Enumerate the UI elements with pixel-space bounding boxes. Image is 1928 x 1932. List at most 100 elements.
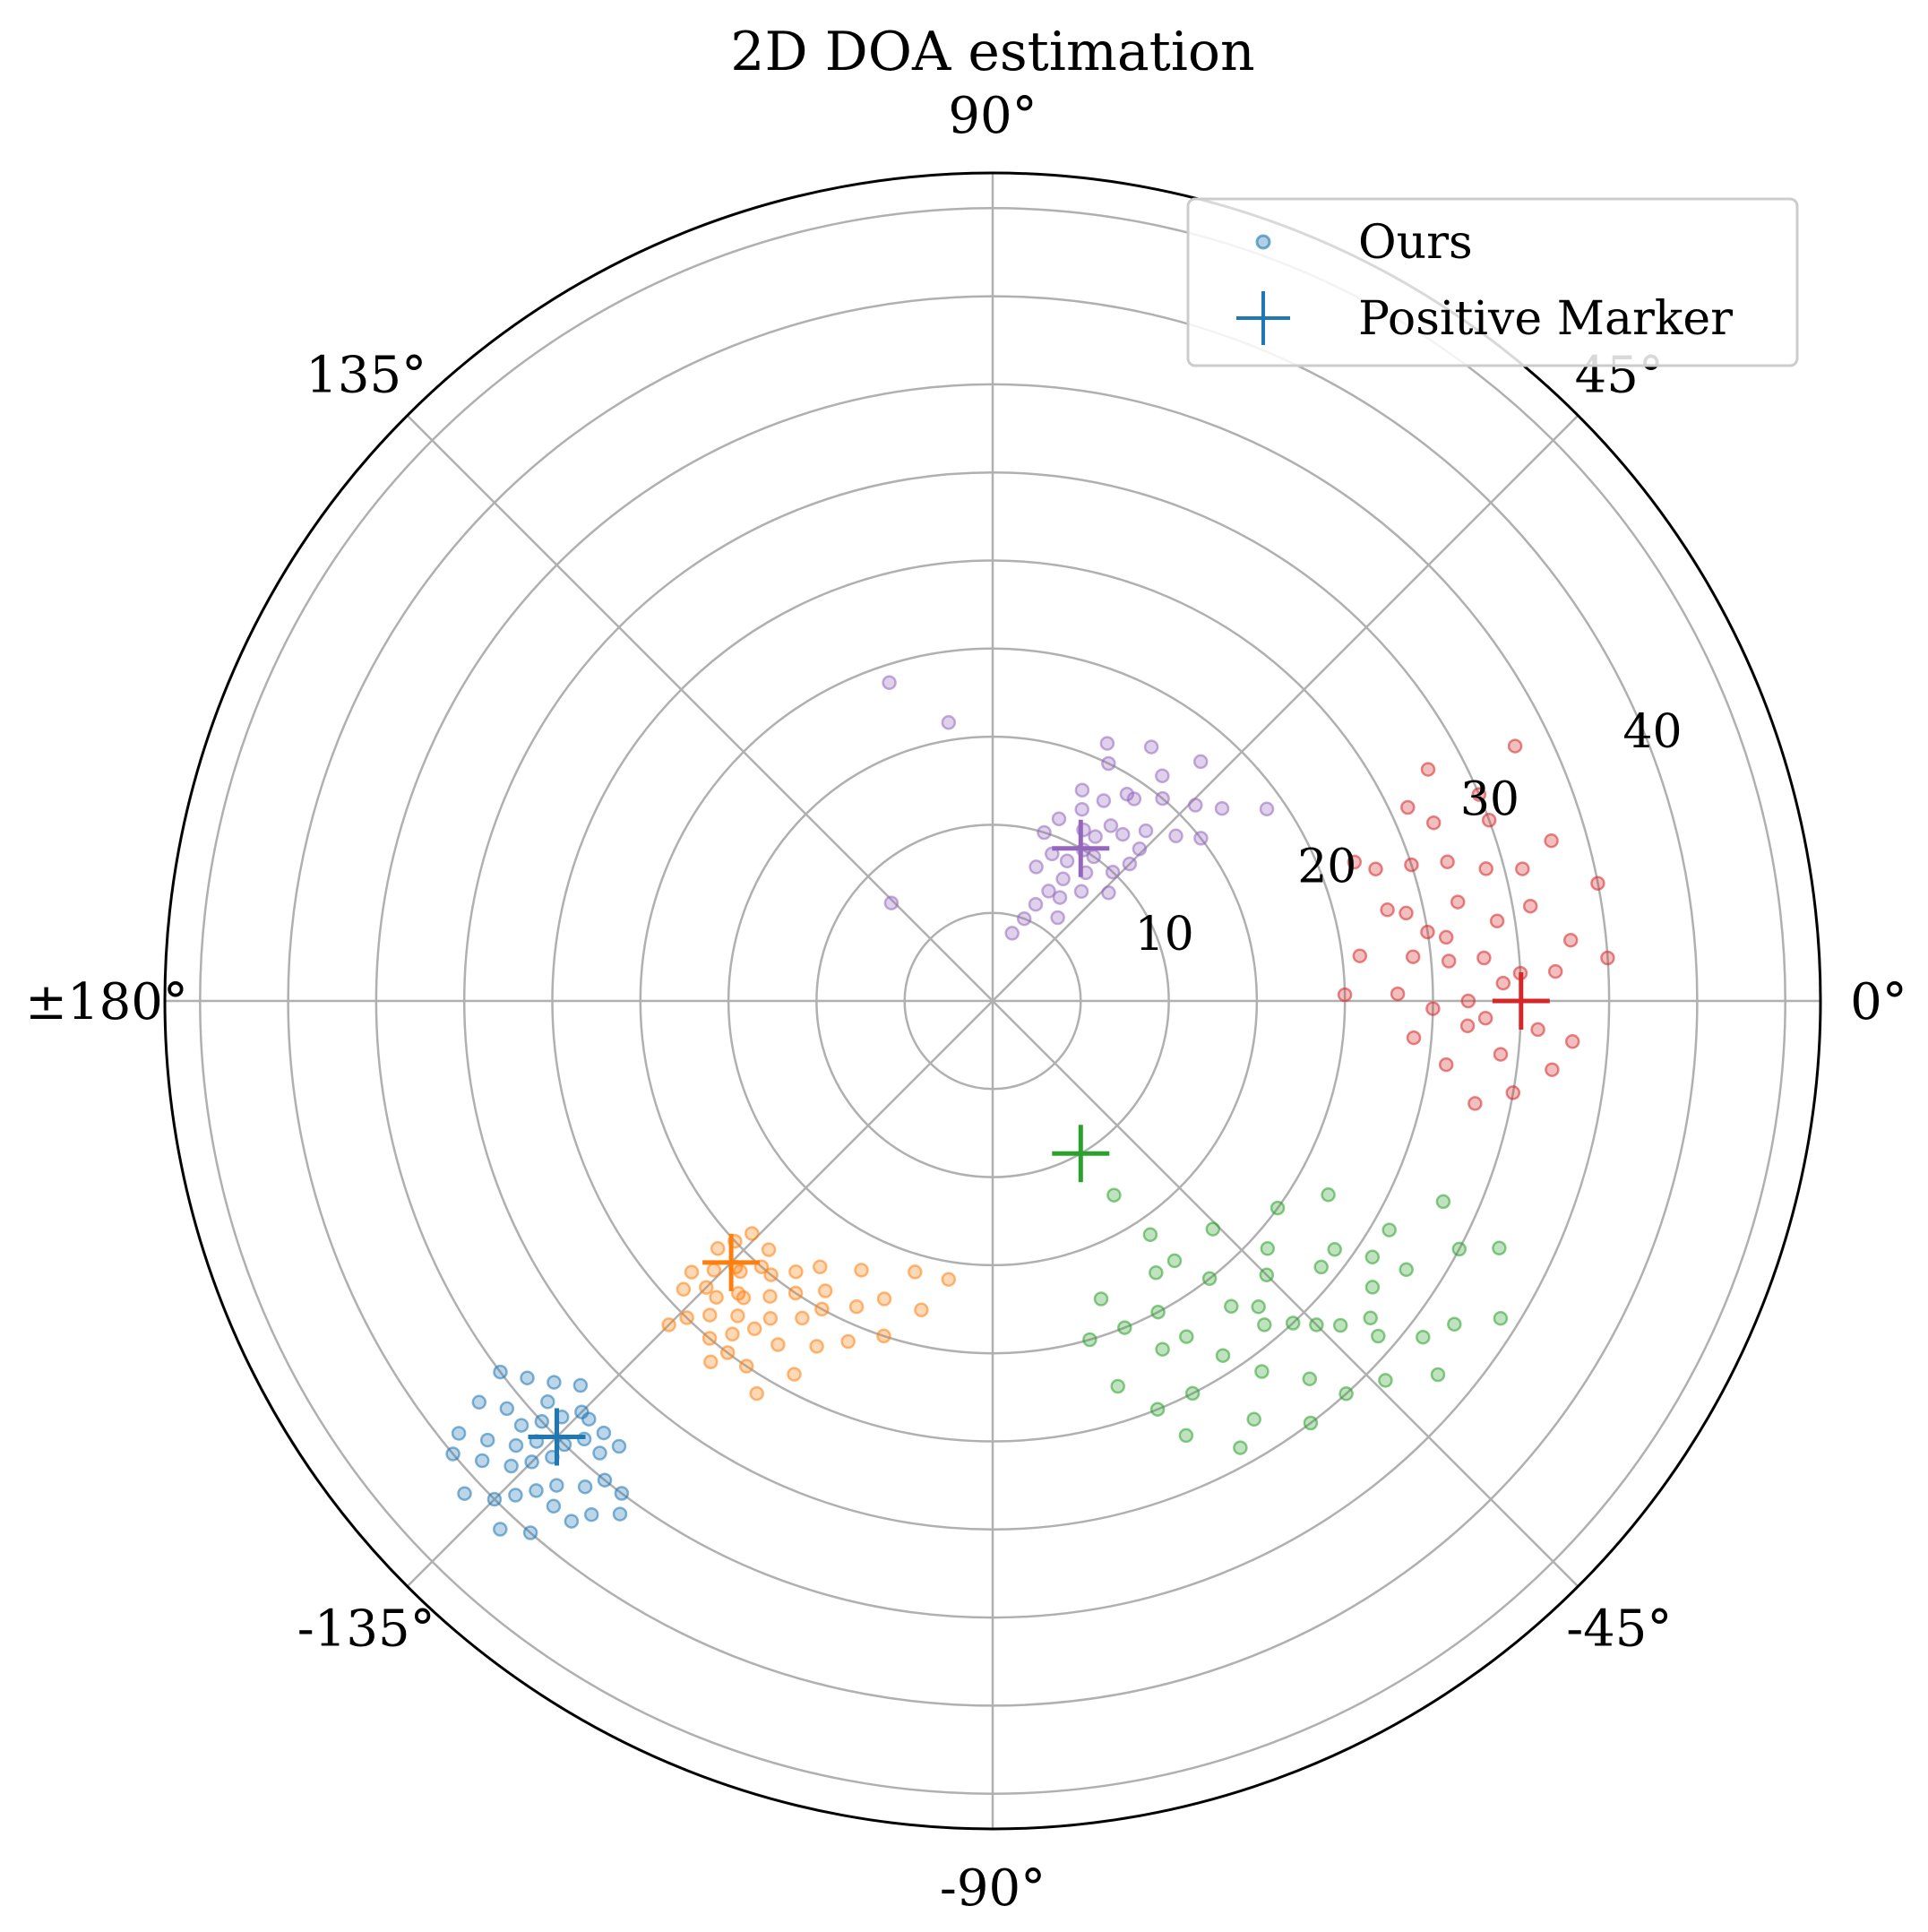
data-point [1600, 950, 1615, 966]
data-point [486, 1491, 503, 1507]
data-point [1155, 768, 1170, 784]
data-point [1471, 787, 1487, 802]
data-point [1106, 1187, 1122, 1203]
data-point [1544, 832, 1559, 849]
data-point [1332, 1317, 1348, 1333]
data-point [1430, 1367, 1446, 1383]
data-point [1059, 853, 1075, 869]
data-point [529, 1483, 544, 1498]
data-point [1224, 1298, 1239, 1315]
data-point [1420, 924, 1435, 940]
positive-marker-source-2 [702, 1233, 761, 1291]
data-point [1115, 826, 1131, 842]
positive-marker-source-5 [1052, 819, 1110, 877]
data-point [508, 1488, 523, 1503]
data-point [1495, 975, 1511, 991]
data-point [1303, 1415, 1319, 1431]
data-point [1101, 885, 1116, 901]
data-point [1126, 791, 1142, 806]
data-point [1468, 1096, 1483, 1111]
data-point [549, 1478, 564, 1493]
data-point [941, 715, 957, 730]
data-point [540, 1394, 555, 1410]
data-point [1138, 823, 1154, 839]
data-point [684, 1264, 700, 1280]
data-point [1251, 1299, 1266, 1315]
data-point [1149, 1265, 1164, 1281]
data-point [813, 1259, 828, 1275]
data-point [1155, 1341, 1170, 1357]
data-point [1260, 1241, 1276, 1256]
data-point [1093, 1291, 1109, 1307]
data-point [1530, 1022, 1545, 1038]
r-tick-label: 40 [1622, 705, 1682, 759]
data-point [1074, 782, 1090, 798]
data-point [710, 1241, 726, 1256]
data-point [1051, 811, 1067, 827]
data-point [1142, 1227, 1158, 1243]
scatter-points [445, 675, 1615, 1540]
data-point [1105, 864, 1121, 880]
data-point [746, 1321, 762, 1337]
data-point [611, 1438, 627, 1454]
data-point [1259, 1267, 1275, 1283]
data-point [1477, 1010, 1493, 1026]
r-gridline [199, 207, 1786, 1795]
data-point [770, 1337, 786, 1352]
data-point [1352, 948, 1368, 963]
polar-grid [163, 171, 1822, 1831]
data-point [1562, 932, 1579, 948]
data-point [592, 1445, 607, 1461]
data-point [883, 895, 899, 910]
data-point [1168, 828, 1183, 844]
data-point [1492, 1240, 1507, 1256]
data-point [522, 1525, 538, 1540]
theta-tick-label: ±180° [25, 973, 188, 1031]
data-point [1193, 831, 1209, 846]
data-point [1459, 1018, 1476, 1034]
theta-gridline [406, 1000, 994, 1588]
data-point [1099, 736, 1115, 751]
data-point [1438, 929, 1454, 945]
data-point [738, 1358, 754, 1374]
data-point [1416, 1329, 1431, 1345]
data-point [1192, 754, 1209, 770]
r-gridline [551, 559, 1434, 1443]
data-point [1327, 1242, 1342, 1257]
data-point [854, 1263, 869, 1278]
data-point [676, 1281, 692, 1298]
data-point [1371, 1328, 1386, 1344]
data-point [1029, 859, 1044, 875]
data-point [702, 1307, 718, 1323]
data-point [749, 1385, 764, 1402]
data-point [709, 1289, 724, 1305]
positive-marker-source-4 [1492, 972, 1550, 1030]
data-point [1460, 993, 1476, 1009]
legend-box [1186, 197, 1799, 367]
chart-title: 2D DOA estimation [730, 21, 1254, 83]
r-tick-label: 10 [1135, 908, 1194, 962]
data-point [534, 1414, 550, 1429]
data-point [1132, 841, 1148, 857]
data-point [679, 1310, 694, 1325]
data-point [876, 1291, 892, 1307]
polar-frame [163, 171, 1822, 1831]
r-gridline [903, 911, 1082, 1091]
data-point [1406, 1030, 1422, 1046]
data-point [1505, 1085, 1521, 1100]
data-point [1259, 801, 1275, 817]
data-point [513, 1418, 529, 1433]
legend-ours-label: Ours [1358, 216, 1473, 270]
data-point [762, 1311, 779, 1326]
data-point [1399, 1262, 1414, 1278]
data-point [499, 1401, 515, 1417]
data-point [1184, 1385, 1201, 1402]
theta-tick-label: -45° [1566, 1600, 1672, 1658]
data-point [701, 1331, 718, 1346]
data-point [1016, 910, 1032, 927]
data-point [1489, 913, 1505, 929]
data-point [840, 1333, 856, 1350]
data-point [733, 1264, 748, 1280]
data-point [583, 1506, 599, 1522]
data-point [1590, 875, 1605, 891]
